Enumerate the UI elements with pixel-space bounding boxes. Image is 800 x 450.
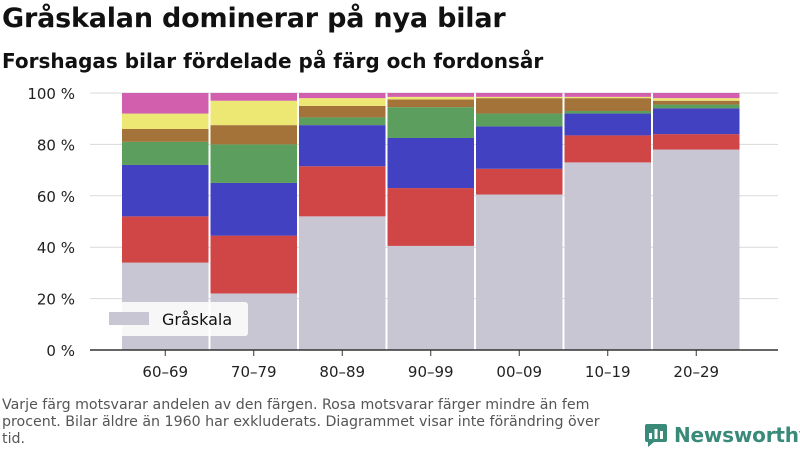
bar-segment-3-0 bbox=[387, 245, 474, 350]
x-tick-label: 60–69 bbox=[142, 363, 188, 381]
bar-segment-6-5 bbox=[653, 98, 740, 101]
y-tick-label: 40 % bbox=[37, 239, 75, 257]
bar-segment-4-1 bbox=[476, 168, 563, 195]
bar-segment-3-5 bbox=[387, 96, 474, 100]
bar-segment-1-2 bbox=[210, 182, 297, 236]
bar-segment-2-1 bbox=[299, 166, 386, 217]
bar-segment-5-4 bbox=[564, 98, 651, 111]
bar-segment-6-4 bbox=[653, 100, 740, 105]
legend-swatch-graskala bbox=[109, 312, 149, 325]
chart-subtitle: Forshagas bilar fördelade på färg och fo… bbox=[2, 49, 544, 73]
bar-segment-1-1 bbox=[210, 235, 297, 294]
bar-segment-6-0 bbox=[653, 149, 740, 350]
bar-segment-4-5 bbox=[476, 96, 563, 99]
y-tick-label: 100 % bbox=[27, 85, 75, 103]
legend-label-graskala: Gråskala bbox=[162, 310, 232, 329]
y-axis: 0 % 20 % 40 % 60 % 80 % 100 % bbox=[27, 85, 75, 360]
bar-segment-5-0 bbox=[564, 162, 651, 350]
bar-segment-0-5 bbox=[122, 113, 209, 129]
bar-segment-0-4 bbox=[122, 128, 209, 142]
bar-segment-0-1 bbox=[122, 216, 209, 263]
newsworthy-logo-icon bbox=[645, 424, 667, 447]
footnote: Varje färg motsvarar andelen av den färg… bbox=[2, 397, 600, 447]
bar-segment-4-0 bbox=[476, 194, 563, 350]
bar-segment-2-2 bbox=[299, 125, 386, 167]
bar-segment-0-2 bbox=[122, 164, 209, 217]
legend: Gråskala bbox=[102, 302, 248, 336]
bar-segment-5-2 bbox=[564, 113, 651, 136]
bar-segment-4-4 bbox=[476, 98, 563, 114]
bar-segment-1-3 bbox=[210, 144, 297, 183]
x-tick-label: 90–99 bbox=[408, 363, 454, 381]
bar-segment-6-1 bbox=[653, 134, 740, 150]
y-tick-label: 0 % bbox=[46, 342, 75, 360]
x-axis: 60–69 70–79 80–89 90–99 00–09 10–19 20–29 bbox=[90, 349, 778, 381]
bar-segment-5-1 bbox=[564, 135, 651, 163]
y-tick-label: 20 % bbox=[37, 291, 75, 309]
stacked-bar-chart: 0 % 20 % 40 % 60 % 80 % 100 % 60–69 70–79 80–89… bbox=[27, 85, 778, 381]
x-tick-label: 20–29 bbox=[673, 363, 719, 381]
bar-segment-3-6 bbox=[387, 93, 474, 97]
legend-box bbox=[102, 302, 248, 336]
newsworthy-logo[interactable]: Newsworthy bbox=[644, 421, 800, 449]
bar-segment-5-3 bbox=[564, 110, 651, 114]
chart-title: Gråskalan dominerar på nya bilar bbox=[2, 3, 506, 34]
bar-segment-6-2 bbox=[653, 108, 740, 135]
bar-segment-2-3 bbox=[299, 117, 386, 126]
bar-segment-2-0 bbox=[299, 216, 386, 350]
bar-segment-3-4 bbox=[387, 99, 474, 108]
x-tick-label: 80–89 bbox=[319, 363, 365, 381]
bar-segment-6-3 bbox=[653, 104, 740, 109]
bar-segment-1-5 bbox=[210, 100, 297, 126]
bar-segment-1-4 bbox=[210, 125, 297, 145]
bar-segment-4-2 bbox=[476, 126, 563, 169]
bar-segment-3-1 bbox=[387, 188, 474, 246]
y-tick-label: 60 % bbox=[37, 188, 75, 206]
y-tick-label: 80 % bbox=[37, 136, 75, 154]
bar-segment-2-4 bbox=[299, 105, 386, 118]
brand-name: Newsworthy bbox=[674, 423, 800, 447]
bars bbox=[122, 93, 740, 350]
bar-segment-0-6 bbox=[122, 93, 209, 114]
x-tick-label: 10–19 bbox=[585, 363, 631, 381]
bar-segment-5-5 bbox=[564, 96, 651, 99]
bar-segment-0-3 bbox=[122, 141, 209, 165]
x-tick-label: 70–79 bbox=[231, 363, 277, 381]
bar-segment-5-6 bbox=[564, 93, 651, 97]
bar-segment-3-3 bbox=[387, 107, 474, 138]
x-tick-label: 00–09 bbox=[496, 363, 542, 381]
bar-segment-6-6 bbox=[653, 93, 740, 99]
bar-segment-4-3 bbox=[476, 113, 563, 127]
bar-segment-4-6 bbox=[476, 93, 563, 97]
bar-segment-2-5 bbox=[299, 98, 386, 106]
bar-segment-3-2 bbox=[387, 137, 474, 189]
bar-segment-2-6 bbox=[299, 93, 386, 99]
bar-segment-1-6 bbox=[210, 93, 297, 101]
